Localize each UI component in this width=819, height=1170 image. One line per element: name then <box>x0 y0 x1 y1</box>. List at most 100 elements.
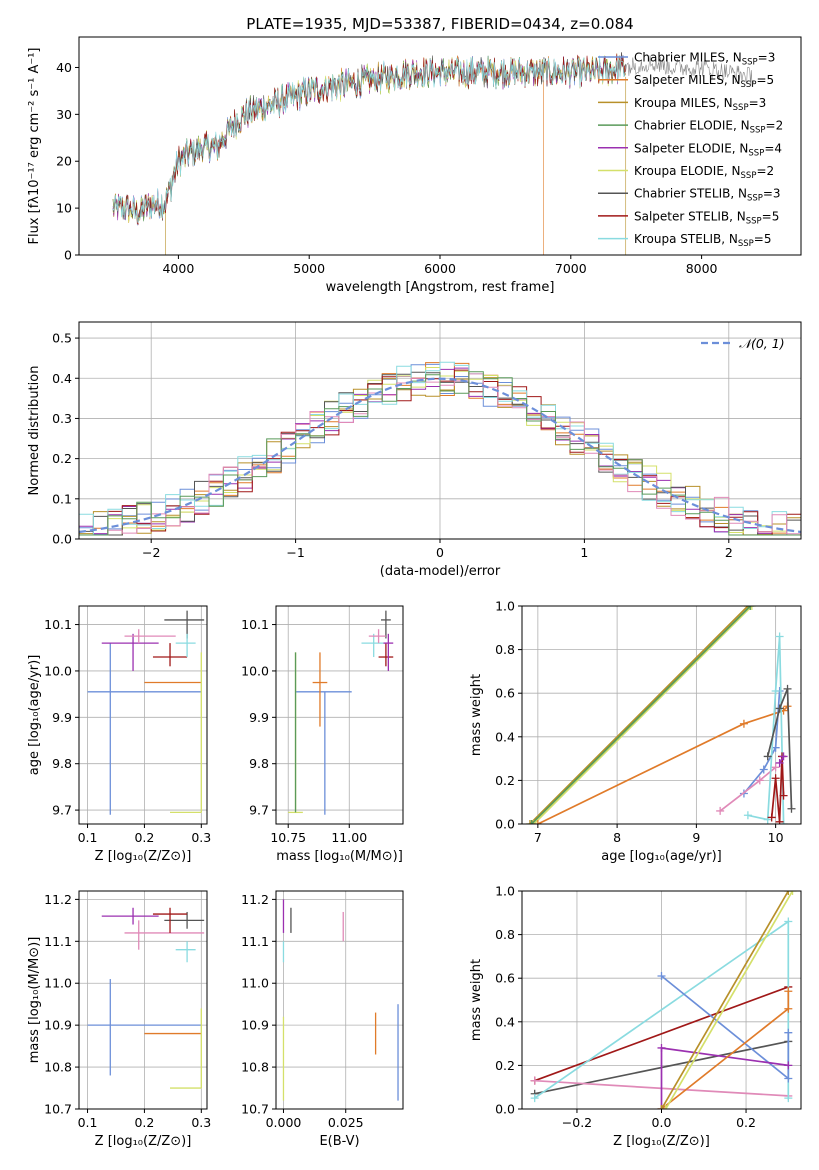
x-tick-label: 2 <box>725 545 733 560</box>
y-tick-label: 10.7 <box>241 1102 269 1117</box>
series-marker <box>739 719 748 728</box>
chart-z-age: 0.1 0.2 0.3 9.7 9.8 9.9 10.0 10.1 Z [log₁₀(Z/Z⊙)… <box>27 605 211 864</box>
y-tick-label: 0.4 <box>495 1014 515 1029</box>
x-tick-label: 0.1 <box>78 1115 98 1130</box>
series-line <box>766 688 793 809</box>
point-salpeter-stelib <box>378 643 394 667</box>
y-tick-label: 0.0 <box>495 1102 515 1117</box>
x-tick-label: −2 <box>142 545 160 560</box>
point-salpeter-stelib <box>152 643 188 667</box>
series-marker <box>759 765 768 774</box>
axes-frame <box>275 890 404 1110</box>
y-tick-label: 10.7 <box>44 1102 72 1117</box>
series-marker <box>657 972 666 981</box>
legend-label: Salpeter MILES, NSSP=5 <box>634 73 774 90</box>
series-line <box>770 756 785 822</box>
x-tick-label: 1 <box>580 545 588 560</box>
x-axis-label: E(B-V) <box>319 1134 359 1149</box>
x-tick-label: 10 <box>768 830 784 845</box>
series-marker <box>784 1004 793 1013</box>
plot-area-ebv-mass <box>282 899 399 1101</box>
point-chabrier-stelib <box>381 610 391 639</box>
y-tick-label: 0.2 <box>52 451 72 466</box>
series-salpeter-elodie <box>775 752 788 767</box>
series-marker <box>533 820 542 824</box>
y-tick-label: 0.1 <box>52 491 72 506</box>
chart-spectrum: 4000 5000 6000 7000 8000 0 10 20 30 40 wavelength … <box>27 36 802 295</box>
y-tick-label: 11.1 <box>44 934 72 949</box>
series-marker <box>716 806 725 815</box>
legend-label: Chabrier STELIB, NSSP=3 <box>634 187 781 204</box>
histogram-chabrier-elodie <box>79 371 801 536</box>
x-tick-label: −0.2 <box>562 1115 592 1130</box>
y-axis-label: age [log₁₀(age/yr)] <box>27 655 42 776</box>
point-chabrier-miles <box>295 691 352 815</box>
series-salpeter-miles <box>533 702 792 824</box>
x-tick-label: 0.2 <box>134 830 154 845</box>
series-marker <box>771 743 780 752</box>
y-tick-label: 9.9 <box>52 710 72 725</box>
series-marker <box>771 774 780 783</box>
series-marker <box>783 684 792 693</box>
y-tick-label: 30 <box>56 107 72 122</box>
series-line <box>529 606 749 824</box>
chart-z-mass: 0.1 0.2 0.3 10.7 10.8 10.9 11.0 11.1 11.2 Z [log₁… <box>27 890 211 1149</box>
series-line <box>664 891 794 1109</box>
series-marker <box>775 632 784 641</box>
plot-area-spectrum <box>112 52 754 255</box>
y-tick-label: 0.3 <box>52 411 72 426</box>
y-tick-label: 11.0 <box>44 976 72 991</box>
x-axis-label: Z [log₁₀(Z/Z⊙)] <box>613 1134 710 1149</box>
spectrum-line-kroupa-stelib <box>112 55 626 224</box>
series-marker <box>530 1094 539 1103</box>
y-tick-label: 0.2 <box>495 1058 515 1073</box>
series-marker <box>784 917 793 926</box>
point-kroupa-stelib <box>175 941 196 963</box>
point-chabrier-miles <box>87 643 202 815</box>
y-tick-label: 1.0 <box>495 599 515 614</box>
point-chabrier-miles <box>87 979 202 1076</box>
series-line <box>719 766 777 812</box>
point-kroupa-elodie <box>170 1008 202 1089</box>
point-salpeter-elodie <box>383 633 394 671</box>
series-line <box>660 891 790 1109</box>
y-tick-label: 9.7 <box>249 803 269 818</box>
axes-frame <box>78 890 208 1110</box>
series-marker <box>775 817 784 824</box>
series-kroupa-stelib <box>743 632 788 824</box>
series-marker <box>779 752 788 761</box>
y-tick-label: 0.5 <box>52 331 72 346</box>
series-kroupa-elodie <box>661 891 797 1109</box>
series-marker <box>763 752 772 761</box>
y-tick-label: 10.8 <box>241 1060 269 1075</box>
legend-label: Salpeter ELODIE, NSSP=4 <box>634 141 782 158</box>
legend: Chabrier MILES, NSSP=3 Salpeter MILES, NS… <box>598 51 783 249</box>
x-tick-label: −1 <box>286 545 304 560</box>
x-axis-label: (data-model)/error <box>380 564 501 579</box>
series-marker <box>787 804 796 813</box>
series-line <box>660 1047 789 1109</box>
x-tick-label: 6000 <box>424 261 456 276</box>
series-marker <box>657 1043 666 1052</box>
y-tick-label: 0.2 <box>495 773 515 788</box>
x-tick-label: 11.00 <box>331 830 367 845</box>
legend-label: Kroupa ELODIE, NSSP=2 <box>634 164 774 181</box>
series-marker <box>784 891 793 895</box>
y-tick-label: 20 <box>56 154 72 169</box>
x-tick-label: 0.3 <box>191 830 211 845</box>
chart-z-weight: −0.2 0.0 0.2 0.0 0.2 0.4 0.6 0.8 1.0 Z [log₁₀(Z/Z… <box>469 884 802 1149</box>
y-tick-label: 10.8 <box>44 1060 72 1075</box>
x-axis-label: wavelength [Angstrom, rest frame] <box>326 280 555 295</box>
y-tick-label: 10 <box>56 201 72 216</box>
x-tick-label: 0.0 <box>652 1115 672 1130</box>
histogram-kroupa-stelib <box>79 361 801 536</box>
point-salpeter-miles <box>312 652 328 727</box>
series-marker <box>784 1061 793 1070</box>
plot-area-z-mass <box>87 907 205 1089</box>
point-salpeter-stelib <box>152 907 188 933</box>
series-salpeter-elodie <box>657 1043 793 1109</box>
series-marker <box>747 606 756 610</box>
series-marker <box>525 820 534 824</box>
y-tick-label: 9.8 <box>249 756 269 771</box>
